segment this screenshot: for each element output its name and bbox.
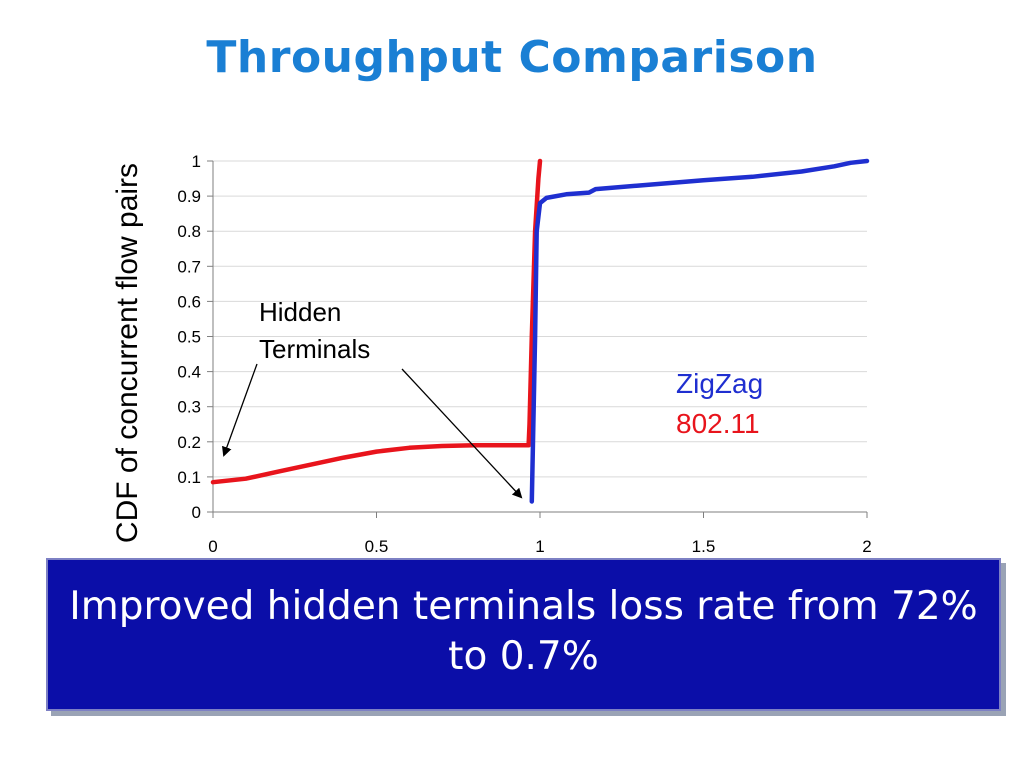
y-tick-label: 0.2 (177, 433, 201, 452)
summary-banner: Improved hidden terminals loss rate from… (46, 558, 1001, 711)
y-axis-label: CDF of concurrent flow pairs (111, 162, 144, 544)
arrow-to-jump (401, 368, 523, 499)
arrow-to-low-cdf (222, 363, 258, 457)
x-tick-label: 0.5 (365, 537, 389, 556)
annotation-arrows (222, 363, 523, 499)
y-tick-label: 0.8 (177, 222, 201, 241)
legend-80211: 802.11 (676, 408, 760, 439)
y-tick-label: 0.6 (177, 292, 201, 311)
slide-title: Throughput Comparison (206, 32, 818, 83)
y-tick-label: 1 (192, 152, 201, 171)
y-tick-label: 0.3 (177, 398, 201, 417)
x-tick-labels: 0 0.5 1 1.5 2 (208, 537, 871, 556)
y-tick-label: 0 (192, 503, 201, 522)
annotation-line-1: Hidden (259, 297, 342, 327)
y-tick-label: 0.9 (177, 187, 201, 206)
zigzag-series-line (529, 158, 870, 504)
x-tick-label: 0 (208, 537, 217, 556)
series-lines (210, 158, 870, 504)
y-tick-labels: 0 0.1 0.2 0.3 0.4 0.5 0.6 0.7 0.8 0.9 1 (177, 152, 201, 522)
axes (207, 160, 868, 518)
y-tick-label: 0.7 (177, 257, 201, 276)
hidden-terminals-annotation: Hidden Terminals (259, 294, 370, 368)
x-tick-label: 1.5 (692, 537, 716, 556)
y-tick-label: 0.5 (177, 328, 201, 347)
annotation-line-2: Terminals (259, 334, 371, 364)
x-tick-label: 1 (535, 537, 544, 556)
x-tick-label: 2 (862, 537, 871, 556)
y-tick-label: 0.1 (177, 468, 201, 487)
y-tick-label: 0.4 (177, 363, 201, 382)
legend-zigzag: ZigZag (676, 368, 764, 399)
